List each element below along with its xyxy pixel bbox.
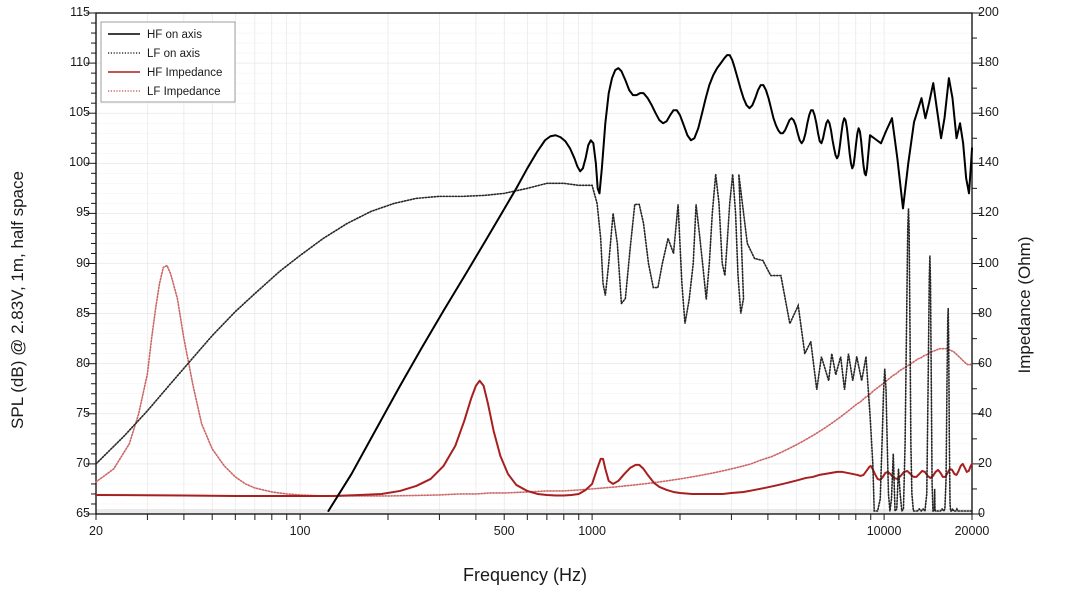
svg-text:LF on axis: LF on axis [147,48,200,60]
svg-text:HF Impedance: HF Impedance [147,67,222,79]
svg-text:LF Impedance: LF Impedance [147,86,221,98]
svg-text:HF on axis: HF on axis [147,29,202,41]
